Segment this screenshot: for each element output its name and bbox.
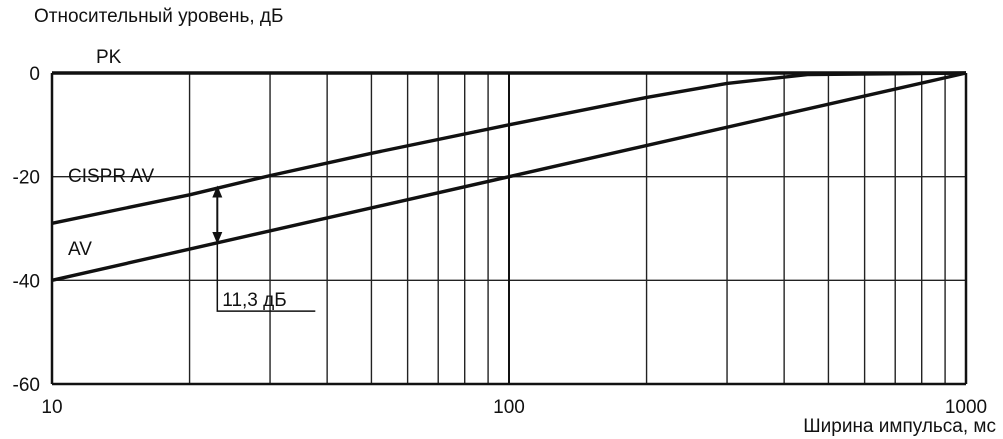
annotation-arrowhead-down <box>212 232 223 245</box>
annotation-arrowhead-up <box>212 185 223 198</box>
annotation-label: 11,3 дБ <box>222 290 286 311</box>
series-label-pk: PK <box>96 47 122 68</box>
x-axis-label: Ширина импульса, мс <box>803 416 996 437</box>
x-tick-label: 1000 <box>945 397 987 418</box>
series-line-av <box>51 71 967 282</box>
y-tick-label: -40 <box>13 271 40 292</box>
annotation-leader <box>216 244 316 312</box>
x-tick-label: 100 <box>493 397 525 418</box>
y-tick-label: -60 <box>13 375 40 396</box>
annotation-group: 11,3 дБ <box>212 185 316 312</box>
grid <box>50 71 968 386</box>
y-axis-label: Относительный уровень, дБ <box>34 6 283 27</box>
series-label-av: AV <box>68 239 92 260</box>
series-label-cispr-av: CISPR AV <box>68 166 155 187</box>
y-tick-label: -20 <box>13 168 40 189</box>
x-tick-label: 10 <box>41 397 62 418</box>
y-tick-label: 0 <box>29 64 40 85</box>
